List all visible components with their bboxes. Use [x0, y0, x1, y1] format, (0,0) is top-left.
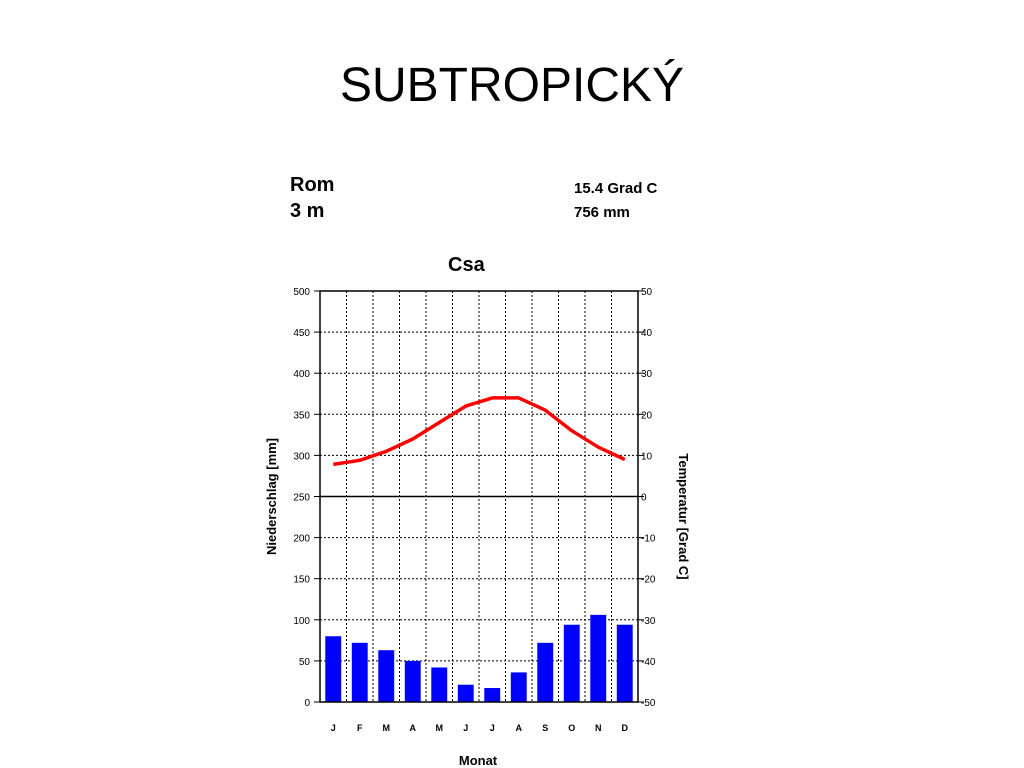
x-tick-label: M [383, 723, 391, 733]
precipitation-bar [537, 642, 554, 702]
x-tick-label: D [622, 723, 629, 733]
station-elevation: 3 m [290, 200, 325, 222]
y-axis-label: Niederschlag [mm] [264, 438, 279, 555]
y-tick-label: 250 [293, 493, 310, 504]
x-tick-label: A [516, 723, 523, 733]
y-tick-label: 150 [293, 575, 310, 586]
precipitation-bar [590, 614, 607, 702]
precipitation-bar [431, 667, 448, 702]
chart-plot: 050100150200250300350400450500-50-40-30-… [264, 287, 691, 768]
precipitation-bar [404, 660, 421, 702]
y2-tick-label: 10 [641, 451, 653, 462]
x-tick-label: N [595, 723, 602, 733]
x-tick-label: M [436, 723, 444, 733]
x-tick-label: J [331, 723, 336, 733]
y-tick-label: 450 [293, 328, 310, 339]
y2-tick-label: -30 [641, 616, 656, 627]
temperature-line [333, 396, 626, 467]
precipitation-bar [510, 672, 527, 702]
precipitation-bar [351, 642, 368, 702]
y-tick-label: 50 [299, 657, 311, 668]
x-tick-label: J [490, 723, 495, 733]
y2-tick-label: 30 [641, 369, 653, 380]
x-tick-label: J [463, 723, 468, 733]
chart-title: Csa [448, 254, 485, 276]
y2-tick-label: -40 [641, 657, 656, 668]
y2-tick-label: -10 [641, 534, 656, 545]
y-tick-label: 400 [293, 369, 310, 380]
precipitation-bar [484, 688, 501, 702]
y-tick-label: 0 [304, 698, 310, 709]
slide-title: SUBTROPICKÝ [339, 59, 685, 112]
y-tick-label: 100 [293, 616, 310, 627]
y-tick-label: 300 [293, 451, 310, 462]
y-tick-label: 500 [293, 287, 310, 298]
precipitation-bar [457, 684, 474, 702]
station-name: Rom [290, 174, 335, 196]
y2-tick-label: -50 [641, 698, 656, 709]
x-tick-label: A [410, 723, 417, 733]
annual-precipitation: 756 mm [574, 204, 630, 221]
y2-tick-label: 20 [641, 410, 653, 421]
y2-tick-label: 40 [641, 328, 653, 339]
x-tick-label: F [357, 723, 363, 733]
y2-tick-label: 0 [641, 493, 647, 504]
y-tick-label: 350 [293, 410, 310, 421]
y-tick-label: 200 [293, 534, 310, 545]
annual-temperature: 15.4 Grad C [574, 180, 658, 197]
climate-chart: Rom 3 m 15.4 Grad C 756 mm Csa 0 50 100 150… [258, 168, 708, 768]
x-tick-label: O [568, 723, 575, 733]
precipitation-bar [378, 650, 395, 702]
precipitation-bar [563, 624, 580, 702]
y2-tick-label: 50 [641, 287, 653, 298]
y2-tick-label: -20 [641, 575, 656, 586]
precipitation-bar [325, 636, 342, 702]
y2-axis-label: Temperatur [Grad C] [676, 453, 691, 579]
x-tick-label: S [542, 723, 548, 733]
x-axis-label: Monat [459, 753, 498, 768]
precipitation-bar [616, 624, 633, 702]
